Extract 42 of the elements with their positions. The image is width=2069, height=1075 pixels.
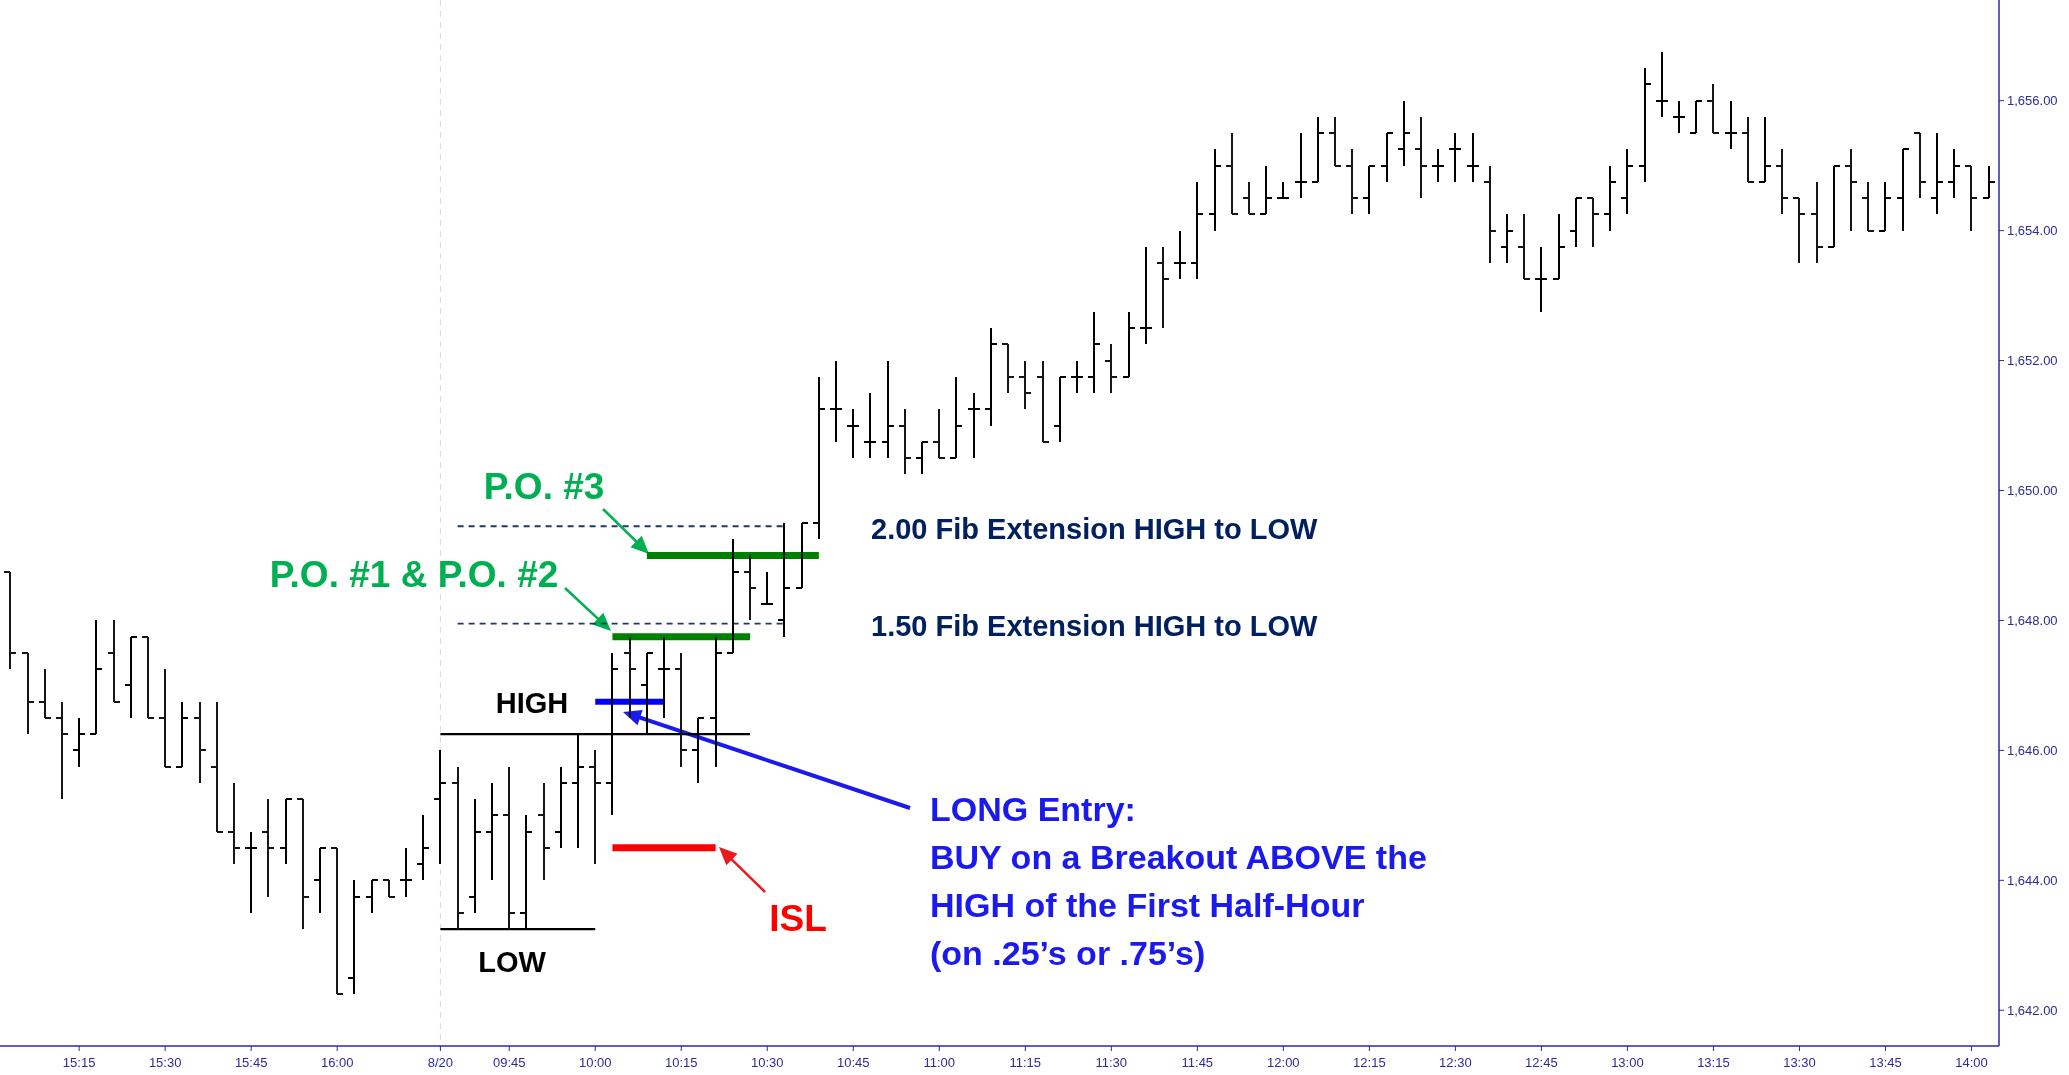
x-tick-label: 11:15	[1009, 1055, 1042, 1070]
y-tick-label: 1,652.00	[2007, 353, 2058, 369]
annotation: HIGH	[495, 687, 569, 719]
annotation: (on .25’s or .75’s)	[930, 934, 1206, 972]
annotation: HIGH of the First Half-Hour	[930, 886, 1365, 924]
annotation: ISL	[769, 898, 827, 939]
x-tick-label: 12:30	[1439, 1055, 1472, 1070]
x-tick-label: 13:30	[1783, 1055, 1816, 1070]
y-tick-label: 1,642.00	[2007, 1002, 2058, 1018]
x-tick-label: 15:15	[62, 1055, 96, 1070]
x-tick-label: 10:30	[750, 1055, 784, 1070]
y-tick-label: 1,646.00	[2007, 742, 2058, 758]
annotation: BUY on a Breakout ABOVE the	[930, 838, 1427, 876]
x-tick-label: 12:45	[1525, 1055, 1558, 1070]
x-tick-label: 14:00	[1955, 1055, 1988, 1070]
annotation: LOW	[478, 946, 547, 978]
x-tick-label: 16:00	[320, 1055, 354, 1070]
x-tick-label: 15:45	[234, 1055, 268, 1070]
x-tick-label: 10:15	[664, 1055, 698, 1070]
x-tick-label: 09:45	[492, 1055, 526, 1070]
x-tick-label: 13:00	[1611, 1055, 1644, 1070]
x-tick-label: 15:30	[148, 1055, 182, 1070]
x-tick-label: 8/20	[427, 1055, 454, 1070]
x-tick-label: 10:00	[578, 1055, 612, 1070]
y-tick-label: 1,648.00	[2007, 613, 2058, 628]
x-tick-label: 13:45	[1869, 1055, 1902, 1070]
y-tick-label: 1,650.00	[2007, 483, 2058, 499]
y-tick-label: 1,644.00	[2007, 872, 2058, 888]
annotation: 2.00 Fib Extension HIGH to LOW	[871, 513, 1318, 545]
x-tick-label: 11:30	[1095, 1055, 1128, 1070]
x-tick-label: 12:15	[1353, 1055, 1386, 1070]
annotation: P.O. #1 & P.O. #2	[269, 554, 559, 595]
y-tick-label: 1,656.00	[2007, 93, 2058, 109]
annotation: P.O. #3	[483, 466, 605, 507]
annotation: 1.50 Fib Extension HIGH to LOW	[871, 610, 1318, 642]
y-tick-label: 1,654.00	[2007, 223, 2058, 239]
x-tick-label: 11:00	[923, 1055, 956, 1070]
annotation: LONG Entry:	[930, 790, 1136, 828]
x-tick-label: 13:15	[1697, 1055, 1730, 1070]
x-tick-label: 12:00	[1267, 1055, 1300, 1070]
x-tick-label: 10:45	[837, 1055, 870, 1070]
x-tick-label: 11:45	[1181, 1055, 1214, 1070]
